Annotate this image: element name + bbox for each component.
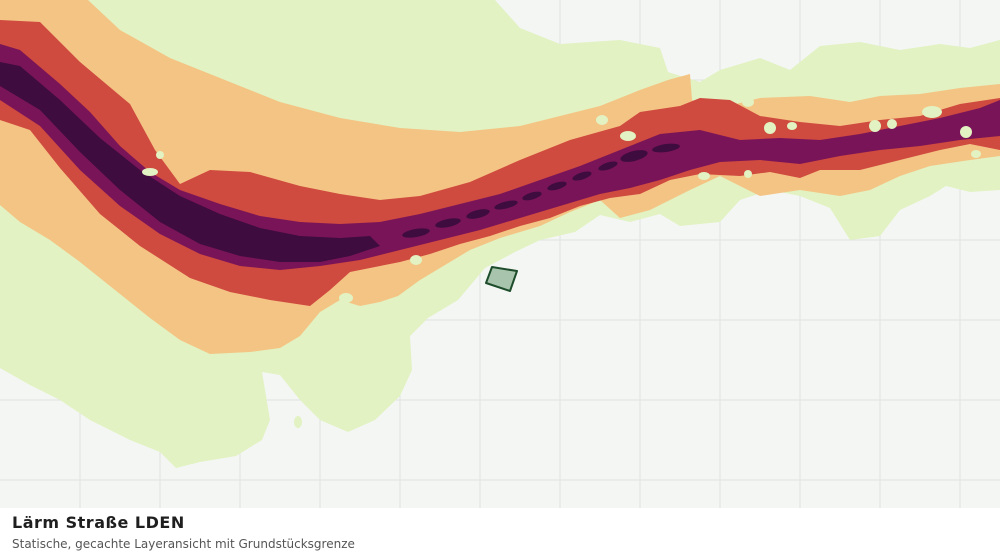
map-caption: Lärm Straße LDEN Statische, gecachte Lay… (0, 508, 1000, 560)
quiet-spots (142, 97, 981, 428)
property-boundary[interactable] (485, 266, 518, 292)
noise-zone-5 (0, 62, 380, 262)
noise-map[interactable] (0, 0, 1000, 508)
noise-zone-4 (0, 44, 1000, 270)
map-subtitle: Statische, gecachte Layeransicht mit Gru… (12, 537, 355, 551)
noise-core-dashes (402, 143, 680, 238)
map-title: Lärm Straße LDEN (12, 513, 185, 532)
